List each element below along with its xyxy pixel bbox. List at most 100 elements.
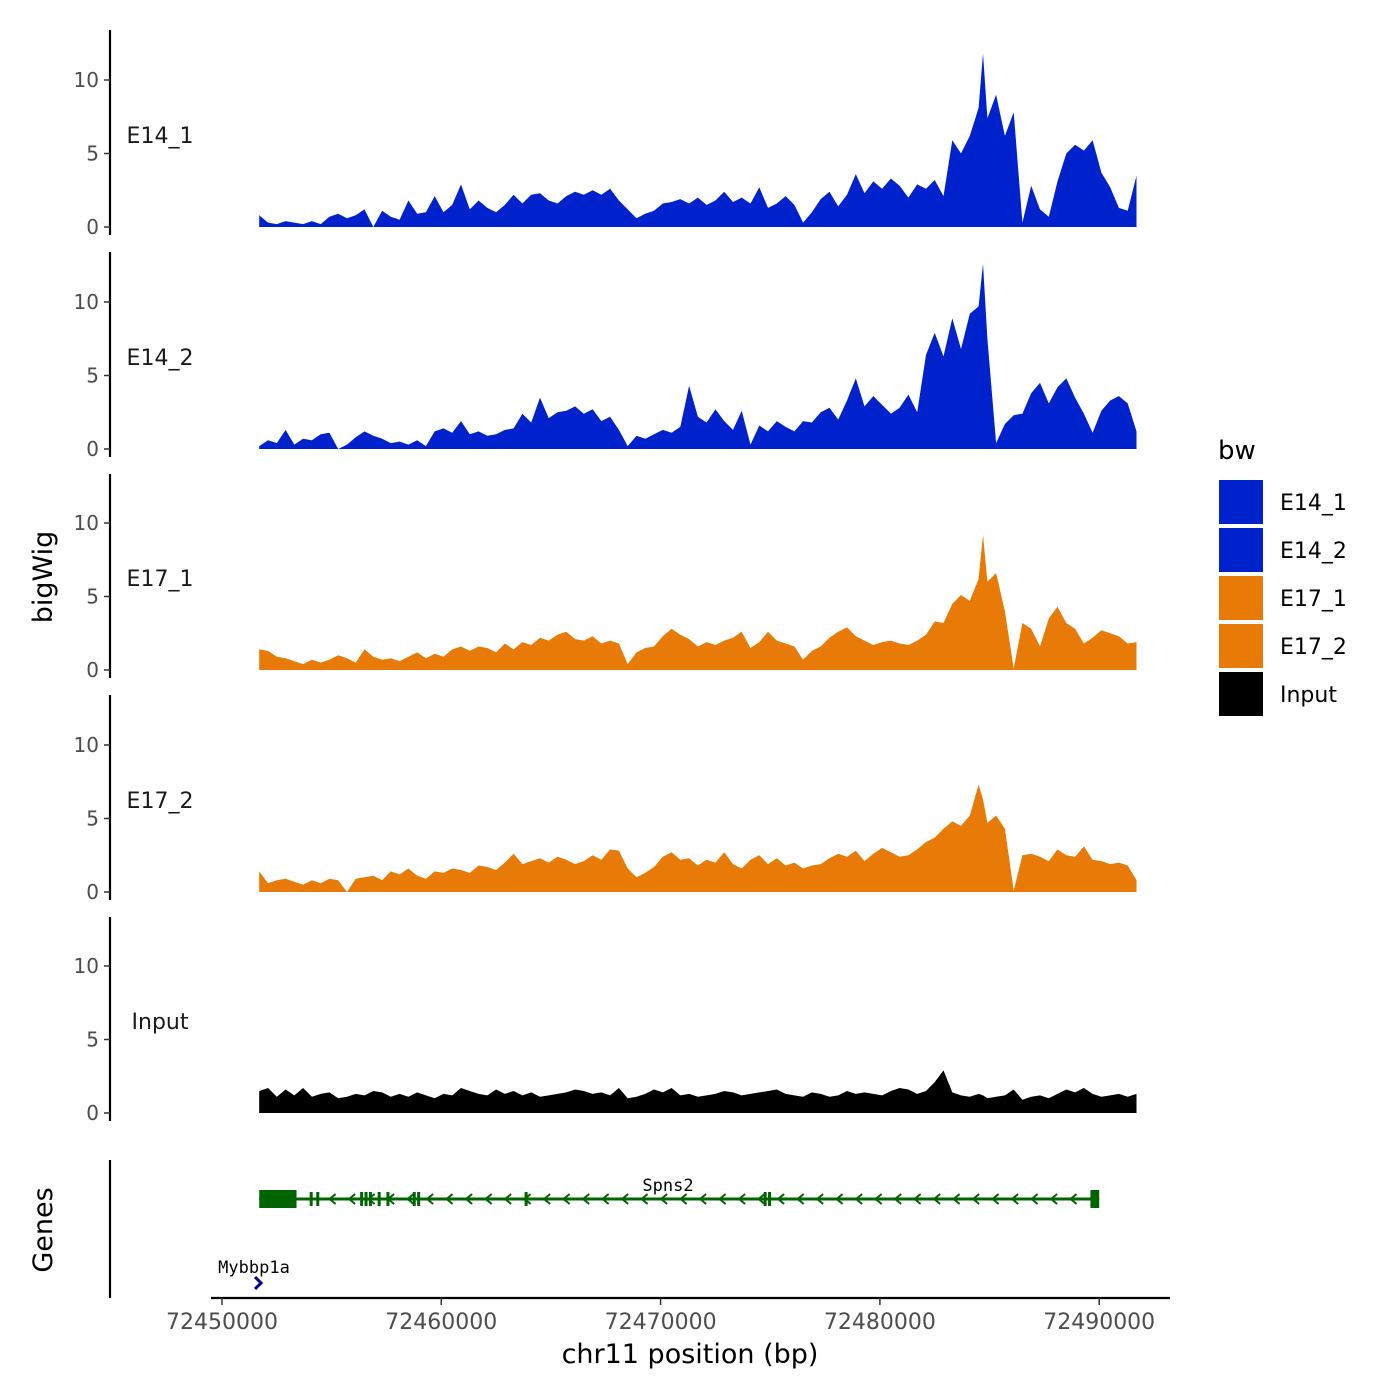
x-axis: 72450000 72460000 72470000 72480000 72490000 bbox=[166, 1296, 1170, 1335]
strand-arrow bbox=[796, 1193, 805, 1205]
gene-exon bbox=[368, 1192, 372, 1206]
legend-title: bw bbox=[1218, 436, 1256, 466]
y-tick-label-Input-10: 10 bbox=[74, 954, 99, 978]
gene-exon bbox=[360, 1192, 364, 1206]
x-tick-label-72470000: 72470000 bbox=[605, 1310, 717, 1335]
strand-arrow bbox=[718, 1193, 727, 1205]
gene-exon bbox=[259, 1190, 297, 1208]
strand-arrow bbox=[835, 1193, 844, 1205]
coverage-area-Input bbox=[259, 1070, 1137, 1113]
strand-arrow bbox=[601, 1193, 610, 1205]
gene-exon bbox=[412, 1192, 416, 1206]
track-E17_1: 0 5 10 E17_1 bbox=[74, 474, 1137, 682]
strand-arrow bbox=[932, 1193, 941, 1205]
strand-arrow bbox=[328, 1193, 337, 1205]
legend-label-E17_1: E17_1 bbox=[1280, 587, 1347, 612]
strand-arrow bbox=[620, 1193, 629, 1205]
strand-arrow bbox=[971, 1193, 980, 1205]
y-tick-label-E14_2-0: 0 bbox=[86, 437, 99, 461]
strand-arrow bbox=[913, 1193, 922, 1205]
y-tick-label-E17_2-0: 0 bbox=[86, 880, 99, 904]
gene-exon bbox=[316, 1192, 320, 1206]
y-tick-label-E14_1-0: 0 bbox=[86, 215, 99, 239]
coverage-area-E14_2 bbox=[259, 263, 1137, 449]
strand-arrow bbox=[679, 1193, 688, 1205]
strand-arrow bbox=[406, 1193, 415, 1205]
strand-arrow bbox=[445, 1193, 454, 1205]
legend: bw E14_1 E14_2 E17_1 E17_2 Input bbox=[1218, 436, 1347, 716]
strand-arrow bbox=[386, 1193, 395, 1205]
strand-arrow bbox=[523, 1193, 532, 1205]
strand-arrow bbox=[484, 1193, 493, 1205]
y-tick-label-E17_1-10: 10 bbox=[74, 511, 99, 535]
strand-arrow bbox=[1030, 1193, 1039, 1205]
y-tick-label-E17_2-10: 10 bbox=[74, 733, 99, 757]
legend-key-Input bbox=[1219, 672, 1263, 716]
y-tick-label-E17_1-0: 0 bbox=[86, 658, 99, 682]
track-E14_1: 0 5 10 E14_1 bbox=[74, 30, 1137, 239]
track-label-E14_1: E14_1 bbox=[127, 124, 194, 149]
track-label-E17_2: E17_2 bbox=[127, 789, 194, 814]
track-label-E14_2: E14_2 bbox=[127, 346, 194, 371]
strand-arrow bbox=[581, 1193, 590, 1205]
gene-exon bbox=[763, 1192, 767, 1206]
strand-arrow bbox=[1049, 1193, 1058, 1205]
x-axis-title: chr11 position (bp) bbox=[562, 1339, 819, 1370]
track-label-Input: Input bbox=[132, 1010, 189, 1035]
strand-arrow bbox=[776, 1193, 785, 1205]
legend-label-E14_1: E14_1 bbox=[1280, 491, 1347, 516]
y-tick-label-E14_1-5: 5 bbox=[86, 142, 99, 166]
y-tick-label-E14_2-10: 10 bbox=[74, 290, 99, 314]
strand-arrow bbox=[503, 1193, 512, 1205]
track-E17_2: 0 5 10 E17_2 bbox=[74, 695, 1137, 904]
strand-arrow bbox=[854, 1193, 863, 1205]
coverage-area-E17_1 bbox=[259, 534, 1137, 670]
gene-exon bbox=[364, 1192, 368, 1206]
legend-label-E14_2: E14_2 bbox=[1280, 539, 1347, 564]
y-axis-title: bigWig bbox=[28, 531, 59, 624]
strand-arrow bbox=[562, 1193, 571, 1205]
strand-arrow bbox=[991, 1193, 1000, 1205]
strand-arrow bbox=[253, 1275, 264, 1291]
track-Input: 0 5 10 Input bbox=[74, 917, 1137, 1125]
legend-label-Input: Input bbox=[1280, 683, 1337, 708]
gene-label-Spns2: Spns2 bbox=[642, 1176, 693, 1196]
legend-key-E17_2 bbox=[1219, 624, 1263, 668]
x-tick-label-72460000: 72460000 bbox=[385, 1310, 497, 1335]
strand-arrow bbox=[425, 1193, 434, 1205]
gene-exon bbox=[768, 1192, 772, 1206]
y-tick-label-E14_1-10: 10 bbox=[74, 68, 99, 92]
x-tick-label-72480000: 72480000 bbox=[824, 1310, 936, 1335]
legend-key-E17_1 bbox=[1219, 576, 1263, 620]
strand-arrow bbox=[893, 1193, 902, 1205]
coverage-area-E14_1 bbox=[259, 53, 1137, 227]
strand-arrow bbox=[815, 1193, 824, 1205]
coverage-tracks: 0 5 10 E14_1 0 5 10 E14_2 0 5 10 E17_1 0 5 10 E17_2 0 5 10… bbox=[74, 30, 1137, 1125]
genes-axis-title: Genes bbox=[28, 1187, 59, 1272]
strand-arrow bbox=[347, 1193, 356, 1205]
strand-arrow bbox=[367, 1193, 376, 1205]
track-E14_2: 0 5 10 E14_2 bbox=[74, 252, 1137, 461]
legend-key-E14_2 bbox=[1219, 528, 1263, 572]
gene-exon bbox=[417, 1192, 421, 1206]
gene-label-Mybbp1a: Mybbp1a bbox=[218, 1258, 290, 1278]
coverage-area-E17_2 bbox=[259, 784, 1137, 892]
strand-arrow bbox=[952, 1193, 961, 1205]
gene-exon bbox=[377, 1192, 381, 1206]
gene-exon bbox=[309, 1192, 313, 1206]
strand-arrow bbox=[874, 1193, 883, 1205]
y-tick-label-E14_2-5: 5 bbox=[86, 364, 99, 388]
strand-arrow bbox=[542, 1193, 551, 1205]
y-tick-label-Input-5: 5 bbox=[86, 1028, 99, 1052]
x-tick-label-72490000: 72490000 bbox=[1043, 1310, 1155, 1335]
genes-panel: Spns2 Mybbp1a bbox=[108, 1160, 1100, 1298]
gene-Spns2: Spns2 bbox=[259, 1176, 1100, 1208]
strand-arrow bbox=[1069, 1193, 1078, 1205]
gene-exon bbox=[1090, 1190, 1100, 1208]
x-tick-label-72450000: 72450000 bbox=[166, 1310, 278, 1335]
strand-arrow bbox=[737, 1193, 746, 1205]
gene-Mybbp1a: Mybbp1a bbox=[218, 1258, 290, 1291]
strand-arrow bbox=[757, 1193, 766, 1205]
strand-arrow bbox=[464, 1193, 473, 1205]
